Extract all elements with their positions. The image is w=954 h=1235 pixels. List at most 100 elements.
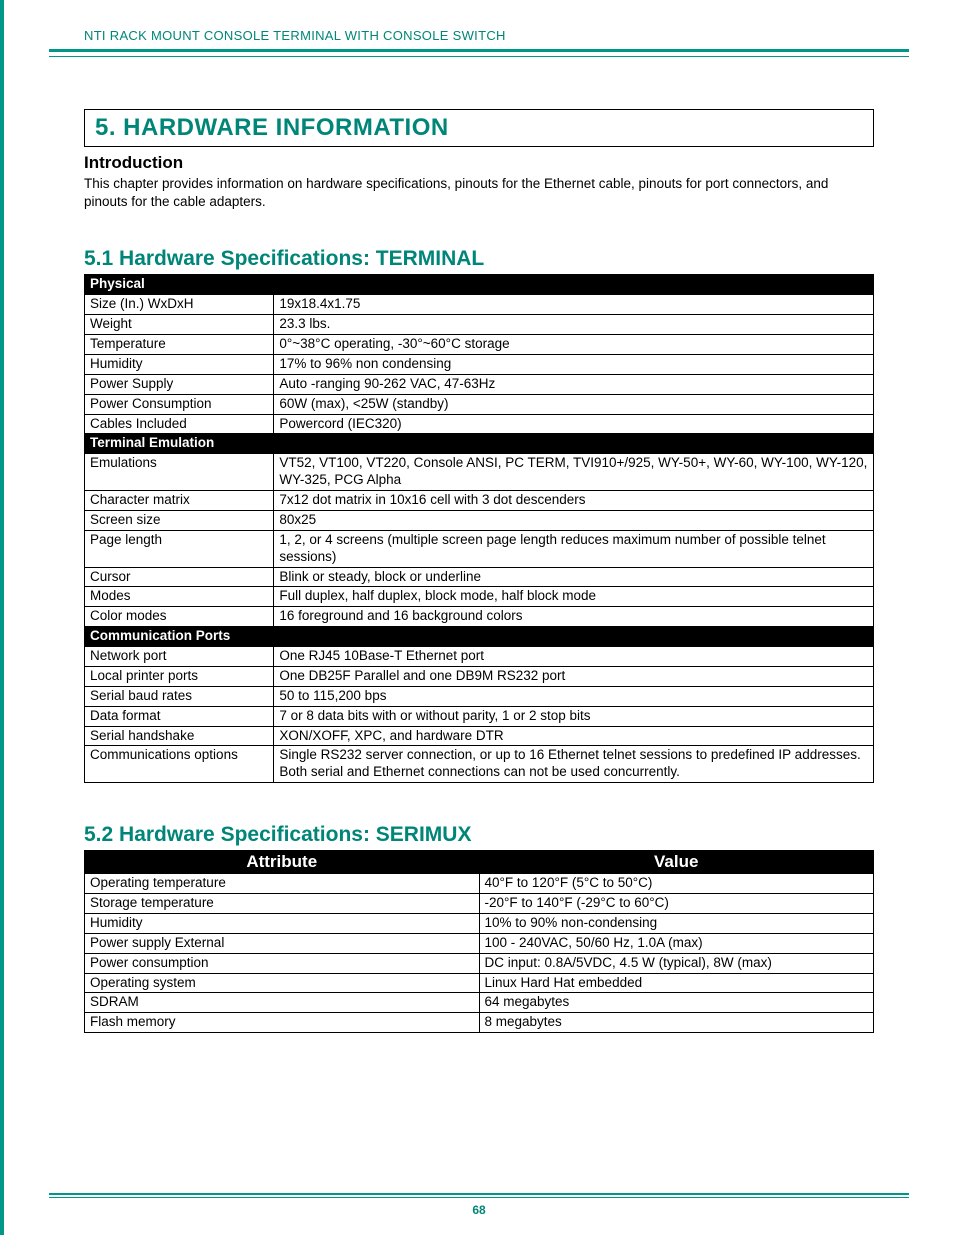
spec-value: One RJ45 10Base-T Ethernet port [274,647,874,667]
spec-value: 7x12 dot matrix in 10x16 cell with 3 dot… [274,491,874,511]
table-row: Character matrix7x12 dot matrix in 10x16… [85,491,874,511]
table-row: Temperature0°~38°C operating, -30°~60°C … [85,335,874,355]
spec-value: 19x18.4x1.75 [274,295,874,315]
table-row: Communications optionsSingle RS232 serve… [85,746,874,783]
table-row: Power supply External100 - 240VAC, 50/60… [85,933,874,953]
spec-value: 40°F to 120°F (5°C to 50°C) [479,874,874,894]
chapter-title-box: 5. HARDWARE INFORMATION [84,109,874,147]
spec-section-label: Communication Ports [85,627,274,647]
footer-rule-2 [49,1197,909,1198]
intro-text: This chapter provides information on har… [84,175,874,211]
table-row: Power SupplyAuto -ranging 90-262 VAC, 47… [85,374,874,394]
table-row: Power Consumption60W (max), <25W (standb… [85,394,874,414]
table-row: Data format7 or 8 data bits with or with… [85,706,874,726]
table-row: SDRAM64 megabytes [85,993,874,1013]
spec-attr: Weight [85,315,274,335]
section-5-1-title: 5.1 Hardware Specifications: TERMINAL [84,247,874,271]
spec-value: 8 megabytes [479,1013,874,1033]
spec-attr: Operating temperature [85,874,480,894]
spec-value: VT52, VT100, VT220, Console ANSI, PC TER… [274,454,874,491]
table-row: Cables IncludedPowercord (IEC320) [85,414,874,434]
spec-attr: Power supply External [85,933,480,953]
serimux-spec-table: Attribute Value Operating temperature40°… [84,850,874,1033]
table-row: Power consumptionDC input: 0.8A/5VDC, 4.… [85,953,874,973]
spec-attr: Flash memory [85,1013,480,1033]
content: 5. HARDWARE INFORMATION Introduction Thi… [49,109,909,1033]
footer-rule-1 [49,1193,909,1195]
spec-value: 10% to 90% non-condensing [479,913,874,933]
spec-section-spacer [274,627,874,647]
table-row: Flash memory8 megabytes [85,1013,874,1033]
page-number: 68 [472,1203,485,1217]
spec-value: Blink or steady, block or underline [274,567,874,587]
spec-attr: Serial handshake [85,726,274,746]
table-row: Humidity17% to 96% non condensing [85,354,874,374]
table-row: CursorBlink or steady, block or underlin… [85,567,874,587]
spec-attr: Data format [85,706,274,726]
spec-section-header: Communication Ports [85,627,874,647]
spec-attr: Page length [85,530,274,567]
table-row: Screen size80x25 [85,510,874,530]
col-attribute: Attribute [85,851,480,874]
spec-value: Full duplex, half duplex, block mode, ha… [274,587,874,607]
table-row: Serial baud rates50 to 115,200 bps [85,686,874,706]
spec-attr: Network port [85,647,274,667]
spec-section-header: Terminal Emulation [85,434,874,454]
spec-attr: Emulations [85,454,274,491]
table-row: Page length1, 2, or 4 screens (multiple … [85,530,874,567]
spec-attr: SDRAM [85,993,480,1013]
spec-attr: Local printer ports [85,666,274,686]
spec-section-spacer [274,275,874,295]
spec-attr: Communications options [85,746,274,783]
spec-attr: Modes [85,587,274,607]
spec-value: Powercord (IEC320) [274,414,874,434]
table-row: Color modes16 foreground and 16 backgrou… [85,607,874,627]
spec-value: Single RS232 server connection, or up to… [274,746,874,783]
spec-attr: Screen size [85,510,274,530]
running-header: NTI RACK MOUNT CONSOLE TERMINAL WITH CON… [49,28,909,52]
spec-value: One DB25F Parallel and one DB9M RS232 po… [274,666,874,686]
spec-attr: Color modes [85,607,274,627]
spec-attr: Character matrix [85,491,274,511]
spec-value: 100 - 240VAC, 50/60 Hz, 1.0A (max) [479,933,874,953]
spec-value: Auto -ranging 90-262 VAC, 47-63Hz [274,374,874,394]
table-row: Weight23.3 lbs. [85,315,874,335]
table-row: Network portOne RJ45 10Base-T Ethernet p… [85,647,874,667]
spec-value: 16 foreground and 16 background colors [274,607,874,627]
table-row: Operating systemLinux Hard Hat embedded [85,973,874,993]
spec-value: 17% to 96% non condensing [274,354,874,374]
spec-attr: Humidity [85,913,480,933]
spec-value: 60W (max), <25W (standby) [274,394,874,414]
spec-value: 50 to 115,200 bps [274,686,874,706]
spec-section-label: Physical [85,275,274,295]
page: NTI RACK MOUNT CONSOLE TERMINAL WITH CON… [0,0,954,1235]
spec-value: 23.3 lbs. [274,315,874,335]
spec-value: 64 megabytes [479,993,874,1013]
spec-attr: Operating system [85,973,480,993]
footer: 68 [4,1193,954,1219]
spec-section-header: Physical [85,275,874,295]
spec-value: DC input: 0.8A/5VDC, 4.5 W (typical), 8W… [479,953,874,973]
spec-value: 1, 2, or 4 screens (multiple screen page… [274,530,874,567]
col-value: Value [479,851,874,874]
spec-attr: Storage temperature [85,894,480,914]
spec-attr: Humidity [85,354,274,374]
spec-section-spacer [274,434,874,454]
spec-value: -20°F to 140°F (-29°C to 60°C) [479,894,874,914]
spec-value: 80x25 [274,510,874,530]
spec-attr: Cursor [85,567,274,587]
chapter-title: 5. HARDWARE INFORMATION [95,114,863,142]
intro-heading: Introduction [84,153,874,173]
table-row: Humidity10% to 90% non-condensing [85,913,874,933]
table-row: Local printer portsOne DB25F Parallel an… [85,666,874,686]
section-5-2-title: 5.2 Hardware Specifications: SERIMUX [84,823,874,847]
spec-value: 7 or 8 data bits with or without parity,… [274,706,874,726]
spec-value: Linux Hard Hat embedded [479,973,874,993]
spec-attr: Serial baud rates [85,686,274,706]
spec-section-label: Terminal Emulation [85,434,274,454]
table-row: Serial handshakeXON/XOFF, XPC, and hardw… [85,726,874,746]
table-row: EmulationsVT52, VT100, VT220, Console AN… [85,454,874,491]
table-row: Storage temperature-20°F to 140°F (-29°C… [85,894,874,914]
spec-value: XON/XOFF, XPC, and hardware DTR [274,726,874,746]
spec-attr: Power consumption [85,953,480,973]
